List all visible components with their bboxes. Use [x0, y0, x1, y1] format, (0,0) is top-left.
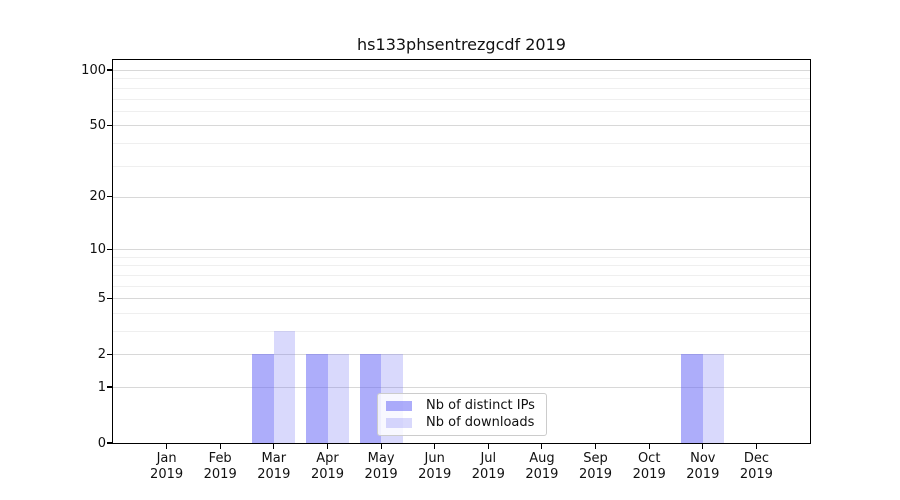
ytick-label-50: 50 — [89, 117, 106, 133]
xtick-label-apr: Apr 2019 — [310, 451, 345, 482]
ytick-2 — [107, 353, 112, 355]
xtick-may — [380, 443, 382, 449]
gridline-major-20 — [113, 196, 810, 198]
gridline-major-10 — [113, 249, 810, 251]
xtick-feb — [219, 443, 221, 449]
bar-nb-of-distinct-ips-mar — [252, 354, 274, 443]
xtick-label-jan: Jan 2019 — [150, 451, 184, 482]
xtick-label-may: May 2019 — [364, 451, 398, 482]
gridline-minor-70 — [113, 98, 810, 100]
gridline-minor-60 — [113, 110, 810, 112]
xtick-dec — [755, 443, 757, 449]
gridline-minor-7 — [113, 274, 810, 276]
bar-nb-of-distinct-ips-apr — [306, 354, 328, 443]
xtick-apr — [326, 443, 329, 449]
xtick-label-aug: Aug 2019 — [525, 451, 559, 482]
ytick-0 — [107, 442, 112, 444]
legend-swatch-downloads — [386, 417, 412, 428]
gridline-major-50 — [113, 125, 810, 127]
ytick-label-100: 100 — [81, 62, 106, 78]
xtick-sep — [594, 443, 597, 449]
bar-nb-of-downloads-mar — [273, 331, 296, 443]
xtick-nov — [702, 443, 704, 449]
xtick-label-oct: Oct 2019 — [632, 451, 666, 482]
xtick-label-dec: Dec 2019 — [739, 451, 773, 482]
gridline-minor-3 — [113, 331, 810, 332]
xtick-label-feb: Feb 2019 — [203, 451, 237, 482]
xtick-jul — [487, 443, 489, 449]
xtick-jan — [166, 443, 168, 449]
gridline-minor-8 — [113, 265, 810, 267]
xtick-oct — [648, 443, 650, 449]
legend-label-downloads: Nb of downloads — [426, 414, 535, 430]
gridline-minor-30 — [113, 165, 810, 167]
ytick-label-5: 5 — [97, 290, 106, 306]
ytick-label-20: 20 — [89, 189, 106, 205]
xtick-label-jun: Jun 2019 — [418, 451, 452, 482]
chart-title: hs133phsentrezgcdf 2019 — [357, 35, 566, 54]
legend-item-downloads: Nb of downloads — [386, 414, 538, 430]
ytick-1 — [107, 386, 112, 388]
legend-label-distinct-ips: Nb of distinct IPs — [426, 398, 535, 414]
legend-item-distinct-ips: Nb of distinct IPs — [386, 399, 538, 413]
xtick-jun — [434, 443, 436, 449]
ytick-50 — [107, 124, 112, 126]
gridline-major-100 — [113, 70, 810, 71]
xtick-label-mar: Mar 2019 — [257, 451, 291, 482]
legend: Nb of distinct IPs Nb of downloads — [377, 393, 547, 436]
xtick-aug — [541, 443, 543, 449]
gridline-major-1 — [113, 387, 810, 388]
xtick-mar — [273, 443, 275, 449]
xtick-label-nov: Nov 2019 — [686, 451, 720, 482]
gridline-minor-80 — [113, 87, 810, 89]
bar-nb-of-distinct-ips-nov — [681, 354, 703, 443]
gridline-minor-9 — [113, 256, 810, 258]
gridline-minor-40 — [113, 142, 810, 144]
bar-nb-of-downloads-nov — [702, 354, 725, 443]
bar-nb-of-distinct-ips-may — [359, 354, 382, 443]
ytick-label-2: 2 — [97, 346, 106, 362]
ytick-label-1: 1 — [97, 379, 106, 395]
ytick-5 — [107, 297, 112, 299]
gridline-minor-6 — [113, 285, 810, 287]
gridline-minor-4 — [113, 312, 810, 314]
xtick-label-jul: Jul 2019 — [471, 451, 505, 482]
ytick-label-10: 10 — [89, 241, 106, 257]
xtick-label-sep: Sep 2019 — [578, 451, 613, 482]
ytick-10 — [107, 248, 112, 250]
gridline-major-5 — [113, 298, 810, 300]
legend-swatch-distinct-ips — [386, 401, 412, 412]
gridline-minor-90 — [113, 78, 810, 80]
ytick-100 — [107, 69, 112, 71]
ytick-20 — [107, 196, 112, 198]
gridline-major-2 — [113, 354, 810, 356]
bar-nb-of-downloads-apr — [327, 354, 349, 443]
ytick-label-0: 0 — [97, 435, 106, 451]
